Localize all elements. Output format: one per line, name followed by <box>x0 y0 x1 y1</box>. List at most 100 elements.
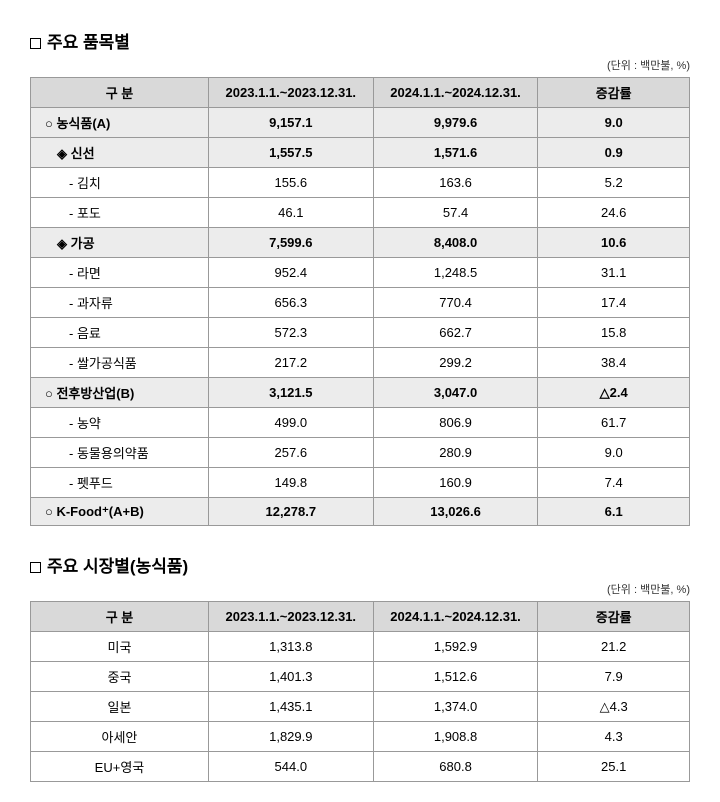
cell-value: 38.4 <box>538 348 690 378</box>
cell-value: 46.1 <box>208 198 373 228</box>
cell-label: EU+영국 <box>31 752 209 782</box>
cell-value: 7.9 <box>538 662 690 692</box>
table-row: - 음료572.3662.715.8 <box>31 318 690 348</box>
cell-label: ◈ 신선 <box>31 138 209 168</box>
cell-value: 1,401.3 <box>208 662 373 692</box>
cell-label: 일본 <box>31 692 209 722</box>
cell-value: 9.0 <box>538 108 690 138</box>
cell-value: 770.4 <box>373 288 538 318</box>
table-row: ○ 농식품(A)9,157.19,979.69.0 <box>31 108 690 138</box>
cell-value: 24.6 <box>538 198 690 228</box>
cell-label: - 펫푸드 <box>31 468 209 498</box>
cell-value: 1,829.9 <box>208 722 373 752</box>
cell-value: 4.3 <box>538 722 690 752</box>
cell-value: 7,599.6 <box>208 228 373 258</box>
table-row: - 농약499.0806.961.7 <box>31 408 690 438</box>
table-header-row: 구 분 2023.1.1.~2023.12.31. 2024.1.1.~2024… <box>31 602 690 632</box>
table-row: - 라면952.41,248.531.1 <box>31 258 690 288</box>
cell-label: - 김치 <box>31 168 209 198</box>
cell-value: 1,374.0 <box>373 692 538 722</box>
cell-value: 1,908.8 <box>373 722 538 752</box>
table-row: - 동물용의약품257.6280.99.0 <box>31 438 690 468</box>
cell-value: 3,047.0 <box>373 378 538 408</box>
table-row: ○ 전후방산업(B)3,121.53,047.0△2.4 <box>31 378 690 408</box>
table-items: 구 분 2023.1.1.~2023.12.31. 2024.1.1.~2024… <box>30 77 690 526</box>
cell-label: ○ 전후방산업(B) <box>31 378 209 408</box>
cell-value: 544.0 <box>208 752 373 782</box>
cell-label: - 동물용의약품 <box>31 438 209 468</box>
cell-label: - 음료 <box>31 318 209 348</box>
col-category: 구 분 <box>31 78 209 108</box>
cell-value: 1,571.6 <box>373 138 538 168</box>
cell-value: △4.3 <box>538 692 690 722</box>
cell-label: - 쌀가공식품 <box>31 348 209 378</box>
cell-value: 31.1 <box>538 258 690 288</box>
cell-value: 1,592.9 <box>373 632 538 662</box>
cell-value: 5.2 <box>538 168 690 198</box>
cell-label: 아세안 <box>31 722 209 752</box>
cell-value: 662.7 <box>373 318 538 348</box>
cell-label: ○ 농식품(A) <box>31 108 209 138</box>
cell-value: 57.4 <box>373 198 538 228</box>
cell-value: 257.6 <box>208 438 373 468</box>
cell-label: 중국 <box>31 662 209 692</box>
table-row: - 펫푸드149.8160.97.4 <box>31 468 690 498</box>
cell-value: 3,121.5 <box>208 378 373 408</box>
cell-value: 0.9 <box>538 138 690 168</box>
cell-value: 217.2 <box>208 348 373 378</box>
cell-label: ○ K-Food⁺(A+B) <box>31 498 209 526</box>
unit-label-2: (단위 : 백만불, %) <box>30 581 690 597</box>
cell-value: 163.6 <box>373 168 538 198</box>
col-period2: 2024.1.1.~2024.12.31. <box>373 602 538 632</box>
cell-value: 9,979.6 <box>373 108 538 138</box>
cell-value: 61.7 <box>538 408 690 438</box>
cell-value: 1,512.6 <box>373 662 538 692</box>
unit-label-1: (단위 : 백만불, %) <box>30 57 690 73</box>
section1-title: 주요 품목별 <box>30 28 690 53</box>
cell-value: 17.4 <box>538 288 690 318</box>
cell-value: 8,408.0 <box>373 228 538 258</box>
hollow-square-icon <box>30 38 41 49</box>
cell-value: 280.9 <box>373 438 538 468</box>
cell-value: 572.3 <box>208 318 373 348</box>
col-period1: 2023.1.1.~2023.12.31. <box>208 78 373 108</box>
cell-value: 155.6 <box>208 168 373 198</box>
table-markets: 구 분 2023.1.1.~2023.12.31. 2024.1.1.~2024… <box>30 601 690 782</box>
table-row: ○ K-Food⁺(A+B)12,278.713,026.66.1 <box>31 498 690 526</box>
cell-value: 1,557.5 <box>208 138 373 168</box>
cell-label: ◈ 가공 <box>31 228 209 258</box>
table-row: 미국1,313.81,592.921.2 <box>31 632 690 662</box>
col-period1: 2023.1.1.~2023.12.31. <box>208 602 373 632</box>
col-rate: 증감률 <box>538 602 690 632</box>
table-row: ◈ 가공7,599.68,408.010.6 <box>31 228 690 258</box>
cell-value: 1,248.5 <box>373 258 538 288</box>
cell-value: 10.6 <box>538 228 690 258</box>
cell-value: △2.4 <box>538 378 690 408</box>
col-category: 구 분 <box>31 602 209 632</box>
cell-label: 미국 <box>31 632 209 662</box>
cell-label: - 과자류 <box>31 288 209 318</box>
table-row: - 과자류656.3770.417.4 <box>31 288 690 318</box>
table-row: - 쌀가공식품217.2299.238.4 <box>31 348 690 378</box>
table-header-row: 구 분 2023.1.1.~2023.12.31. 2024.1.1.~2024… <box>31 78 690 108</box>
table-row: - 김치155.6163.65.2 <box>31 168 690 198</box>
cell-label: - 라면 <box>31 258 209 288</box>
section2-title-text: 주요 시장별(농식품) <box>47 557 188 576</box>
table-row: ◈ 신선1,557.51,571.60.9 <box>31 138 690 168</box>
cell-value: 9.0 <box>538 438 690 468</box>
cell-value: 680.8 <box>373 752 538 782</box>
table-row: 아세안1,829.91,908.84.3 <box>31 722 690 752</box>
table-row: - 포도46.157.424.6 <box>31 198 690 228</box>
cell-value: 15.8 <box>538 318 690 348</box>
cell-value: 6.1 <box>538 498 690 526</box>
cell-value: 160.9 <box>373 468 538 498</box>
col-period2: 2024.1.1.~2024.12.31. <box>373 78 538 108</box>
cell-value: 499.0 <box>208 408 373 438</box>
cell-value: 9,157.1 <box>208 108 373 138</box>
table-row: 중국1,401.31,512.67.9 <box>31 662 690 692</box>
cell-value: 12,278.7 <box>208 498 373 526</box>
section2-title: 주요 시장별(농식품) <box>30 552 690 577</box>
col-rate: 증감률 <box>538 78 690 108</box>
cell-value: 806.9 <box>373 408 538 438</box>
table-row: 일본1,435.11,374.0△4.3 <box>31 692 690 722</box>
